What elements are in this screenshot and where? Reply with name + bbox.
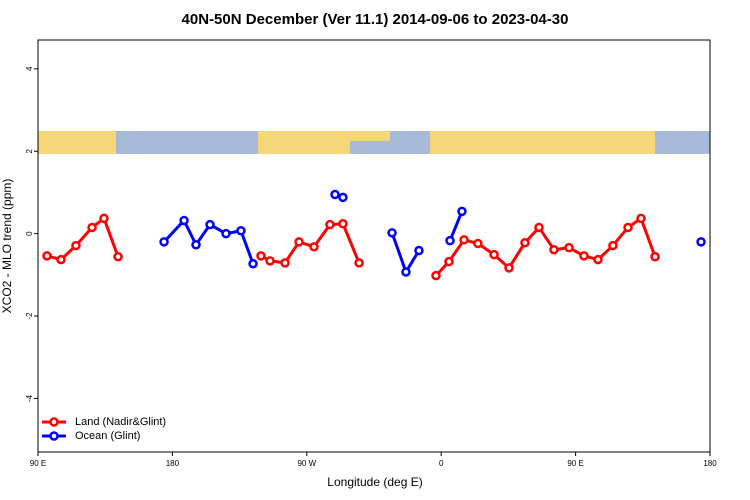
data-point (330, 189, 340, 200)
data-point (387, 228, 397, 238)
data-point (294, 237, 304, 247)
legend-marker (49, 417, 59, 427)
data-point (221, 228, 231, 239)
data-point (457, 206, 467, 217)
data-point (564, 242, 574, 253)
data-point (309, 242, 319, 252)
land-area (38, 131, 116, 154)
legend-marker (49, 431, 59, 441)
y-tick-label: 2 (25, 148, 34, 153)
y-tick-label: 0 (25, 231, 34, 236)
data-point (489, 249, 499, 260)
x-tick-label: 180 (703, 459, 717, 468)
data-point (354, 258, 364, 268)
legend-label: Land (Nadir&Glint) (75, 416, 166, 428)
data-point (623, 222, 633, 233)
data-point (696, 237, 706, 247)
land-area (258, 131, 350, 154)
land-area (430, 131, 655, 154)
data-point (236, 226, 246, 236)
data-point (280, 258, 290, 268)
data-point (87, 222, 97, 233)
data-point (113, 251, 123, 262)
data-point (414, 245, 424, 256)
x-tick-label: 90 E (30, 459, 46, 468)
data-point (265, 256, 275, 266)
data-point (42, 251, 52, 261)
data-point (71, 240, 81, 251)
data-point (650, 251, 660, 262)
chart-title: 40N-50N December (Ver 11.1) 2014-09-06 t… (182, 11, 569, 28)
data-point (248, 258, 258, 269)
y-axis-label: XCO2 - MLO trend (ppm) (0, 179, 14, 314)
data-point (205, 219, 215, 230)
data-point (445, 235, 455, 246)
data-point (473, 238, 483, 249)
data-point (256, 251, 266, 261)
data-point (549, 244, 559, 255)
data-point (608, 240, 618, 251)
land-area (350, 131, 390, 141)
data-point (99, 213, 109, 224)
x-tick-label: 180 (166, 459, 180, 468)
data-point (636, 213, 646, 224)
data-point (401, 267, 411, 277)
map-strip (38, 131, 710, 154)
plot-frame (37, 39, 711, 453)
y-tick-label: -2 (25, 312, 34, 320)
data-point (191, 240, 201, 250)
x-tick-label: 0 (439, 459, 444, 468)
y-tick-label: -4 (25, 394, 34, 402)
data-point (325, 219, 335, 230)
x-tick-label: 90 E (567, 459, 583, 468)
x-axis-label: Longitude (deg E) (327, 475, 422, 489)
data-point (459, 235, 469, 245)
data-point (179, 215, 189, 226)
data-point (534, 222, 544, 233)
x-tick-label: 90 W (297, 459, 316, 468)
legend-label: Ocean (Glint) (75, 430, 140, 442)
data-point (579, 251, 589, 261)
data-point (504, 263, 514, 273)
data-point (520, 237, 530, 248)
series-line (46, 216, 657, 277)
data-point (593, 254, 603, 265)
y-tick-label: 4 (25, 66, 34, 71)
data-point (431, 270, 441, 281)
data-point (159, 237, 169, 247)
data-point (56, 254, 66, 265)
data-point (338, 219, 348, 229)
data-point (444, 256, 454, 267)
data-point (338, 192, 348, 203)
